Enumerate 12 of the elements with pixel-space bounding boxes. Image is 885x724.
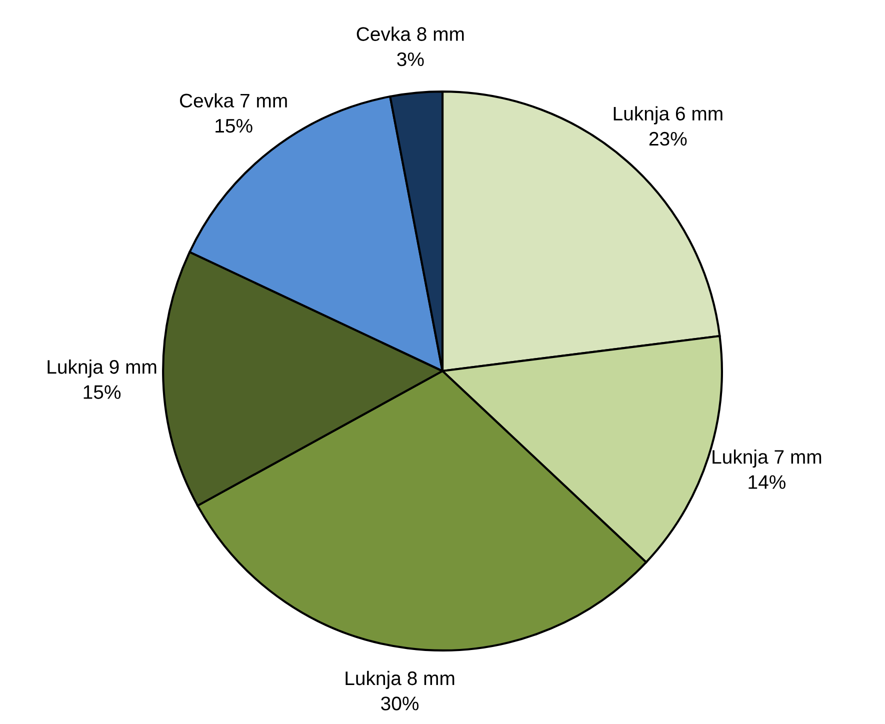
slice-label: Luknja 9 mm bbox=[48, 360, 156, 378]
slice-label: Cevka 8 mm bbox=[356, 26, 464, 41]
data-label: 30% bbox=[381, 696, 419, 710]
data-label: 14% bbox=[748, 475, 786, 489]
data-label: 15% bbox=[216, 119, 252, 133]
data-label: 3% bbox=[397, 52, 424, 66]
data-label: 23% bbox=[649, 132, 687, 146]
slice-label: Luknja 7 mm bbox=[712, 450, 822, 468]
data-label: 15% bbox=[84, 385, 121, 399]
slice-label: Cevka 7 mm bbox=[180, 93, 287, 108]
slice-label: Luknja 6 mm bbox=[614, 106, 722, 124]
slice-label: Luknja 8 mm bbox=[346, 670, 454, 690]
